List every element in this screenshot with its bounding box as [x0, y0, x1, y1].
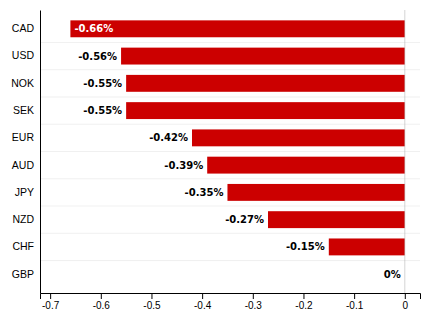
y-tick-label: NZD [12, 213, 34, 225]
bar [126, 75, 405, 92]
data-labels: 0% -0.15% -0.27% -0.35% -0.39% -0.42% -0.55% -0… [74, 23, 400, 279]
row-separator [40, 233, 420, 234]
x-tick-label: -0.1 [346, 300, 364, 311]
bar [329, 238, 405, 255]
x-tick-label: -0.7 [42, 300, 60, 311]
x-tick-label: -0.3 [245, 300, 263, 311]
data-label: -0.27% [225, 214, 264, 225]
data-label: -0.39% [164, 160, 203, 171]
y-tick: SEK [13, 104, 34, 116]
x-tick: 0 [403, 293, 409, 311]
row-separator [40, 124, 420, 125]
data-label: -0.56% [78, 51, 117, 62]
y-tick-label: SEK [13, 104, 34, 116]
y-tick: JPY [15, 186, 34, 198]
y-tick-label: JPY [15, 186, 34, 198]
bar [70, 20, 404, 37]
y-tick-label: EUR [12, 131, 35, 143]
x-axis: -0.7 -0.6 -0.5 -0.4 -0.3 -0.2 -0.1 0 [41, 293, 421, 311]
y-axis-line [40, 11, 41, 294]
bar [192, 129, 405, 146]
x-tick: -0.1 [346, 293, 364, 311]
x-tick: -0.5 [143, 293, 161, 311]
y-tick-label: CAD [12, 22, 35, 34]
data-label: -0.35% [185, 187, 224, 198]
plot: -0.7 -0.6 -0.5 -0.4 -0.3 -0.2 -0.1 0 GBP CHF NZD JP… [11, 10, 420, 311]
x-tick: -0.4 [194, 293, 212, 311]
y-tick-label: GBP [12, 268, 34, 280]
data-label: -0.55% [83, 78, 122, 89]
chart-svg: -0.7 -0.6 -0.5 -0.4 -0.3 -0.2 -0.1 0 GBP CHF NZD JP… [0, 0, 434, 319]
bars [70, 20, 404, 255]
bar [207, 157, 405, 174]
data-label: -0.66% [74, 23, 113, 34]
y-tick: AUD [12, 158, 35, 170]
separators [40, 42, 420, 260]
x-axis-line [41, 294, 421, 300]
y-tick-label: USD [12, 49, 35, 61]
row-separator [40, 42, 420, 43]
x-tick: -0.7 [42, 293, 60, 311]
x-tick-mark [354, 293, 355, 299]
row-separator [40, 260, 420, 261]
x-tick: -0.2 [295, 293, 313, 311]
y-tick: USD [12, 49, 35, 61]
x-tick-label: -0.4 [194, 300, 212, 311]
x-tick-mark [50, 293, 51, 299]
y-axis: GBP CHF NZD JPY AUD EUR SEK NOK USD CAD [11, 11, 40, 294]
data-label: -0.15% [286, 241, 325, 252]
chart-container: -0.7 -0.6 -0.5 -0.4 -0.3 -0.2 -0.1 0 GBP CHF NZD JP… [0, 0, 434, 319]
row-separator [40, 69, 420, 70]
y-tick-label: NOK [11, 77, 34, 89]
x-tick-label: 0 [403, 300, 409, 311]
row-separator [40, 178, 420, 179]
y-tick: NZD [12, 213, 34, 225]
y-tick-label: CHF [12, 240, 34, 252]
row-separator [40, 206, 420, 207]
bar [268, 211, 405, 228]
x-tick-mark [253, 293, 254, 299]
data-label: -0.55% [83, 105, 122, 116]
y-tick: CAD [12, 22, 35, 34]
bar [121, 48, 405, 65]
x-tick: -0.6 [93, 293, 111, 311]
x-tick-mark [303, 293, 304, 299]
x-tick-label: -0.5 [143, 300, 161, 311]
data-label: -0.42% [149, 132, 188, 143]
y-tick: NOK [11, 77, 34, 89]
data-label: 0% [384, 269, 401, 280]
row-separator [40, 96, 420, 97]
x-tick-mark [101, 293, 102, 299]
y-tick-label: AUD [12, 158, 35, 170]
x-tick-label: -0.2 [295, 300, 313, 311]
x-tick-mark [405, 293, 406, 299]
y-tick: GBP [12, 268, 34, 280]
x-tick-mark [151, 293, 152, 299]
y-tick: EUR [12, 131, 35, 143]
row-separator [40, 151, 420, 152]
zero-line [404, 10, 405, 293]
y-tick: CHF [12, 240, 34, 252]
x-tick-mark [202, 293, 203, 299]
x-tick-label: -0.6 [93, 300, 111, 311]
x-tick: -0.3 [245, 293, 263, 311]
bar [227, 184, 404, 201]
bar [126, 102, 405, 119]
